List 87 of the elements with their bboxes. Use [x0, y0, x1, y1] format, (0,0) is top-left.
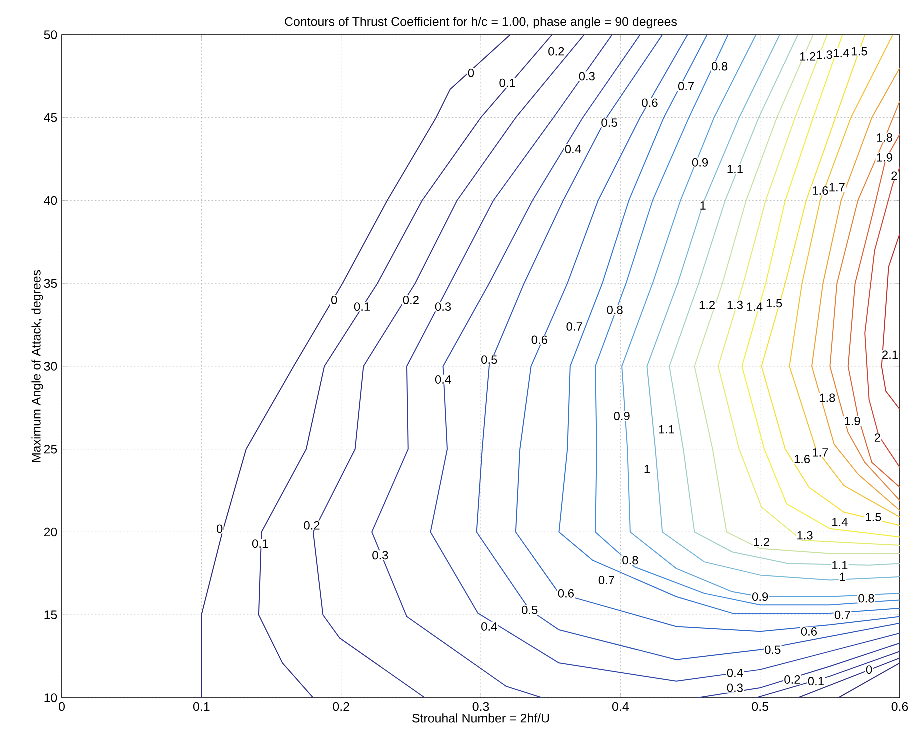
y-tick-label: 35: [44, 279, 58, 288]
y-tick-label: 45: [44, 114, 58, 122]
annotation: 0.2: [403, 296, 419, 304]
annotation: 1.4: [747, 302, 763, 311]
annotation: 0.1: [808, 677, 824, 686]
annotation: 1.4: [832, 518, 848, 526]
annotation: 0.1: [500, 78, 516, 88]
annotation: 1: [644, 465, 650, 474]
annotation: 0.8: [622, 556, 638, 565]
x-axis-title: Strouhal Number = 2hf/U: [412, 714, 550, 723]
annotation: 0.3: [727, 684, 743, 692]
annotation: 0: [216, 524, 223, 534]
annotation: 1.6: [812, 186, 828, 196]
line-series: [881, 233, 900, 410]
annotation: 0.5: [482, 356, 498, 364]
x-tick-label: 0.3: [472, 702, 490, 712]
y-tick-label: 30: [44, 362, 58, 371]
chart-title: Contours of Thrust Coefficient for h/c = 1.00, phase angle = 90 degrees: [285, 17, 677, 29]
annotation: 2.1: [882, 350, 898, 360]
annotation: 0.6: [801, 627, 818, 636]
annotation: 1: [700, 202, 706, 210]
line-series: [812, 68, 900, 512]
annotation: 0.4: [565, 145, 582, 154]
annotation: 1.7: [812, 448, 828, 457]
annotation: 0.8: [858, 594, 874, 603]
annotation: 1.5: [852, 47, 868, 56]
annotation: 0.5: [765, 646, 781, 654]
annotation: 0.6: [558, 589, 574, 598]
y-tick-label: 20: [44, 528, 58, 537]
annotation: 1.1: [728, 165, 743, 174]
annotation: 1.8: [820, 394, 836, 402]
x-tick-label: 0.5: [752, 702, 768, 712]
annotation: 0.9: [692, 158, 708, 167]
annotation: 0.5: [602, 118, 618, 128]
annotation: 1.8: [877, 134, 892, 142]
annotation: 0.6: [642, 98, 658, 108]
annotation: 2: [874, 434, 880, 442]
annotation: 0.9: [614, 412, 630, 420]
annotation: 0.2: [784, 676, 800, 684]
annotation: 0.8: [607, 306, 623, 314]
annotation: 1.9: [845, 416, 860, 426]
y-tick-label: 10: [44, 694, 58, 702]
annotation: 1.2: [700, 300, 715, 310]
y-tick-label: 15: [44, 610, 58, 620]
x-tick-label: 0.6: [892, 702, 908, 712]
annotation: 0.4: [727, 668, 744, 678]
annotation: 0.1: [354, 302, 370, 312]
annotation: 1.5: [866, 513, 882, 522]
annotation: 0: [468, 68, 474, 78]
y-tick-label: 50: [44, 30, 58, 40]
annotation: 0.3: [579, 72, 595, 81]
annotation: 0.2: [304, 521, 320, 530]
annotation: 0.3: [372, 551, 388, 560]
annotation: 1.3: [817, 50, 832, 60]
annotation: 0.7: [678, 82, 694, 91]
x-tick-label: 0.4: [612, 702, 629, 712]
x-tick-label: 0.2: [333, 702, 350, 712]
y-axis-title: Maximum Angle of Attack, degrees: [32, 270, 44, 462]
annotation: 1.4: [834, 49, 850, 58]
annotation: 1.1: [832, 561, 848, 570]
annotation: 1.5: [766, 299, 782, 308]
annotation: 0.2: [548, 47, 564, 56]
annotation: 0: [332, 296, 338, 304]
annotation: 0.4: [435, 376, 452, 384]
annotation: 0.1: [252, 540, 268, 548]
annotation: 1.3: [798, 531, 813, 540]
annotation: 0.4: [482, 622, 498, 631]
annotation: 0: [866, 666, 872, 674]
annotation: 1.2: [754, 538, 770, 546]
annotation: 0.3: [435, 302, 452, 312]
annotation: 0.8: [712, 62, 728, 71]
annotation: 0.7: [834, 610, 850, 620]
annotation: 1.1: [659, 425, 674, 434]
annotation: 1.7: [830, 183, 845, 192]
annotation: 0.7: [598, 576, 614, 585]
x-tick-label: 0: [59, 702, 65, 712]
y-tick-label: 40: [44, 196, 58, 206]
annotation: 1.3: [728, 300, 743, 310]
line-series: [864, 167, 900, 468]
annotation: 1: [840, 572, 846, 582]
annotation: 1.6: [794, 455, 810, 464]
x-tick-label: 0.1: [194, 702, 210, 712]
annotation: 0.7: [566, 322, 582, 331]
annotation: 0.6: [532, 336, 548, 344]
annotation: 2: [892, 172, 898, 180]
y-tick-label: 25: [44, 444, 58, 454]
annotation: 1.2: [800, 52, 816, 61]
